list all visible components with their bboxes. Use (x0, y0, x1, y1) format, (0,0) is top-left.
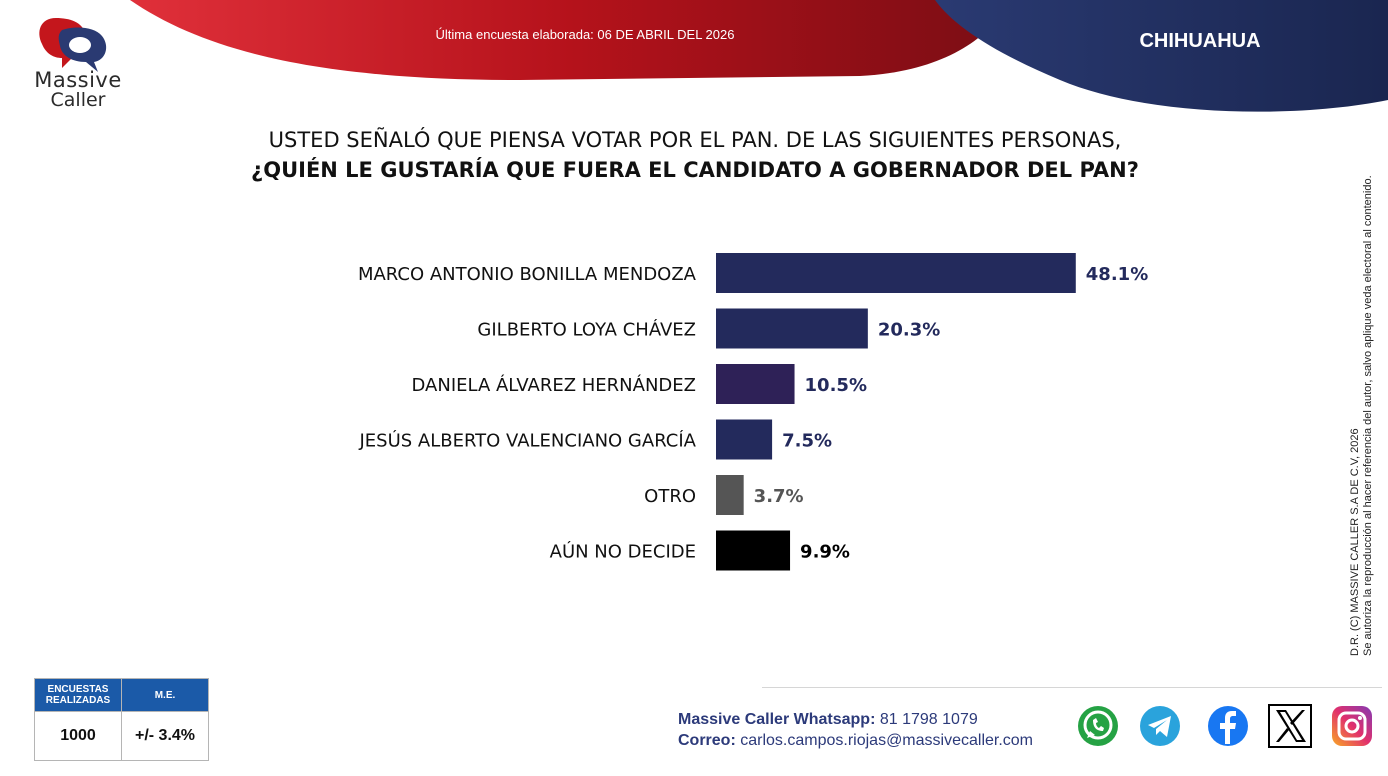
value-label: 10.5% (805, 375, 867, 396)
massive-caller-logo (39, 18, 107, 72)
copyright-line-1: D.R. (C) MASSIVE CALLER S.A DE C.V, 2026 (1349, 428, 1361, 656)
contact-info: Massive Caller Whatsapp: 81 1798 1079 Co… (678, 709, 1033, 751)
footer-divider (762, 687, 1382, 688)
copyright-notice: D.R. (C) MASSIVE CALLER S.A DE C.V, 2026… (1349, 136, 1375, 656)
bar (716, 364, 795, 404)
whatsapp-label: Massive Caller Whatsapp: (678, 711, 876, 728)
value-label: 9.9% (800, 542, 850, 563)
email-label: Correo: (678, 732, 736, 749)
surveys-header: ENCUESTAS REALIZADAS (34, 678, 122, 712)
facebook-icon[interactable] (1206, 704, 1250, 748)
bar (716, 475, 744, 515)
surveys-value: 1000 (34, 711, 122, 761)
value-label: 20.3% (878, 320, 940, 341)
category-label: DANIELA ÁLVAREZ HERNÁNDEZ (412, 374, 696, 396)
category-label: OTRO (644, 486, 696, 507)
me-header: M.E. (121, 678, 209, 712)
me-value: +/- 3.4% (121, 711, 209, 761)
survey-date: Última encuesta elaborada: 06 DE ABRIL D… (435, 27, 735, 42)
telegram-icon[interactable] (1138, 704, 1182, 748)
whatsapp-number: 81 1798 1079 (879, 711, 978, 728)
whatsapp-icon[interactable] (1076, 704, 1120, 748)
category-label: MARCO ANTONIO BONILLA MENDOZA (358, 264, 697, 285)
survey-stats-table: ENCUESTAS REALIZADAS M.E. 1000 +/- 3.4% (34, 678, 209, 761)
email-address[interactable]: carlos.campos.riojas@massivecaller.com (740, 732, 1034, 749)
question-line-1: USTED SEÑALÓ QUE PIENSA VOTAR POR EL PAN… (268, 128, 1122, 152)
navy-banner (935, 0, 1388, 112)
copyright-line-2: Se autoriza la reproducción al hacer ref… (1362, 175, 1374, 656)
bar (716, 419, 773, 460)
logo-text-caller: Caller (50, 89, 106, 111)
category-label: JESÚS ALBERTO VALENCIANO GARCÍA (358, 430, 696, 452)
region-title: CHIHUAHUA (1139, 30, 1261, 52)
x-icon[interactable] (1268, 704, 1312, 748)
red-banner (130, 0, 1010, 80)
category-label: GILBERTO LOYA CHÁVEZ (477, 319, 696, 341)
bar (716, 253, 1076, 293)
question-line-2: ¿QUIÉN LE GUSTARÍA QUE FUERA EL CANDIDAT… (251, 158, 1139, 182)
value-label: 7.5% (782, 431, 832, 452)
bar (716, 308, 868, 349)
value-label: 3.7% (754, 486, 804, 507)
category-label: AÚN NO DECIDE (550, 541, 696, 563)
bar (716, 530, 791, 571)
value-label: 48.1% (1086, 264, 1148, 285)
instagram-icon[interactable] (1330, 704, 1374, 748)
logo-text-massive: Massive (34, 68, 122, 92)
